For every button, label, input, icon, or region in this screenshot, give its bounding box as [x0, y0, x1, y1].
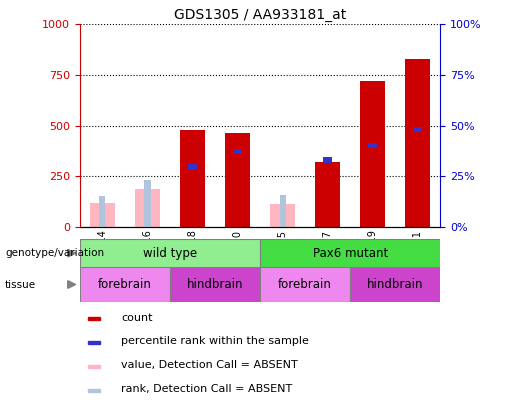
Bar: [414, 127, 422, 132]
Text: hindbrain: hindbrain: [367, 278, 423, 291]
Bar: [89, 365, 100, 368]
Bar: [90, 202, 115, 227]
Bar: [315, 162, 340, 227]
Text: rank, Detection Call = ABSENT: rank, Detection Call = ABSENT: [121, 384, 292, 394]
Bar: [89, 341, 100, 344]
Bar: [405, 59, 430, 227]
Text: hindbrain: hindbrain: [187, 278, 243, 291]
Text: tissue: tissue: [5, 279, 36, 290]
Bar: [144, 180, 150, 227]
Text: percentile rank within the sample: percentile rank within the sample: [121, 337, 309, 346]
Text: count: count: [121, 313, 152, 323]
Bar: [180, 130, 205, 227]
Bar: [260, 239, 440, 267]
Text: forebrain: forebrain: [98, 278, 152, 291]
Text: forebrain: forebrain: [278, 278, 332, 291]
Bar: [368, 143, 377, 148]
Bar: [280, 196, 286, 227]
Bar: [350, 267, 440, 302]
Text: wild type: wild type: [143, 247, 197, 260]
Bar: [89, 317, 100, 320]
Bar: [170, 267, 260, 302]
Bar: [89, 388, 100, 392]
Bar: [80, 239, 260, 267]
Bar: [360, 81, 385, 227]
Title: GDS1305 / AA933181_at: GDS1305 / AA933181_at: [174, 8, 346, 22]
Bar: [188, 164, 197, 168]
Bar: [225, 133, 250, 227]
Text: value, Detection Call = ABSENT: value, Detection Call = ABSENT: [121, 360, 298, 370]
Bar: [323, 158, 332, 162]
Text: genotype/variation: genotype/variation: [5, 248, 104, 258]
Bar: [233, 149, 242, 154]
Text: Pax6 mutant: Pax6 mutant: [313, 247, 388, 260]
Bar: [260, 267, 350, 302]
Bar: [135, 190, 160, 227]
Bar: [270, 204, 295, 227]
Bar: [80, 267, 170, 302]
Bar: [99, 196, 106, 227]
